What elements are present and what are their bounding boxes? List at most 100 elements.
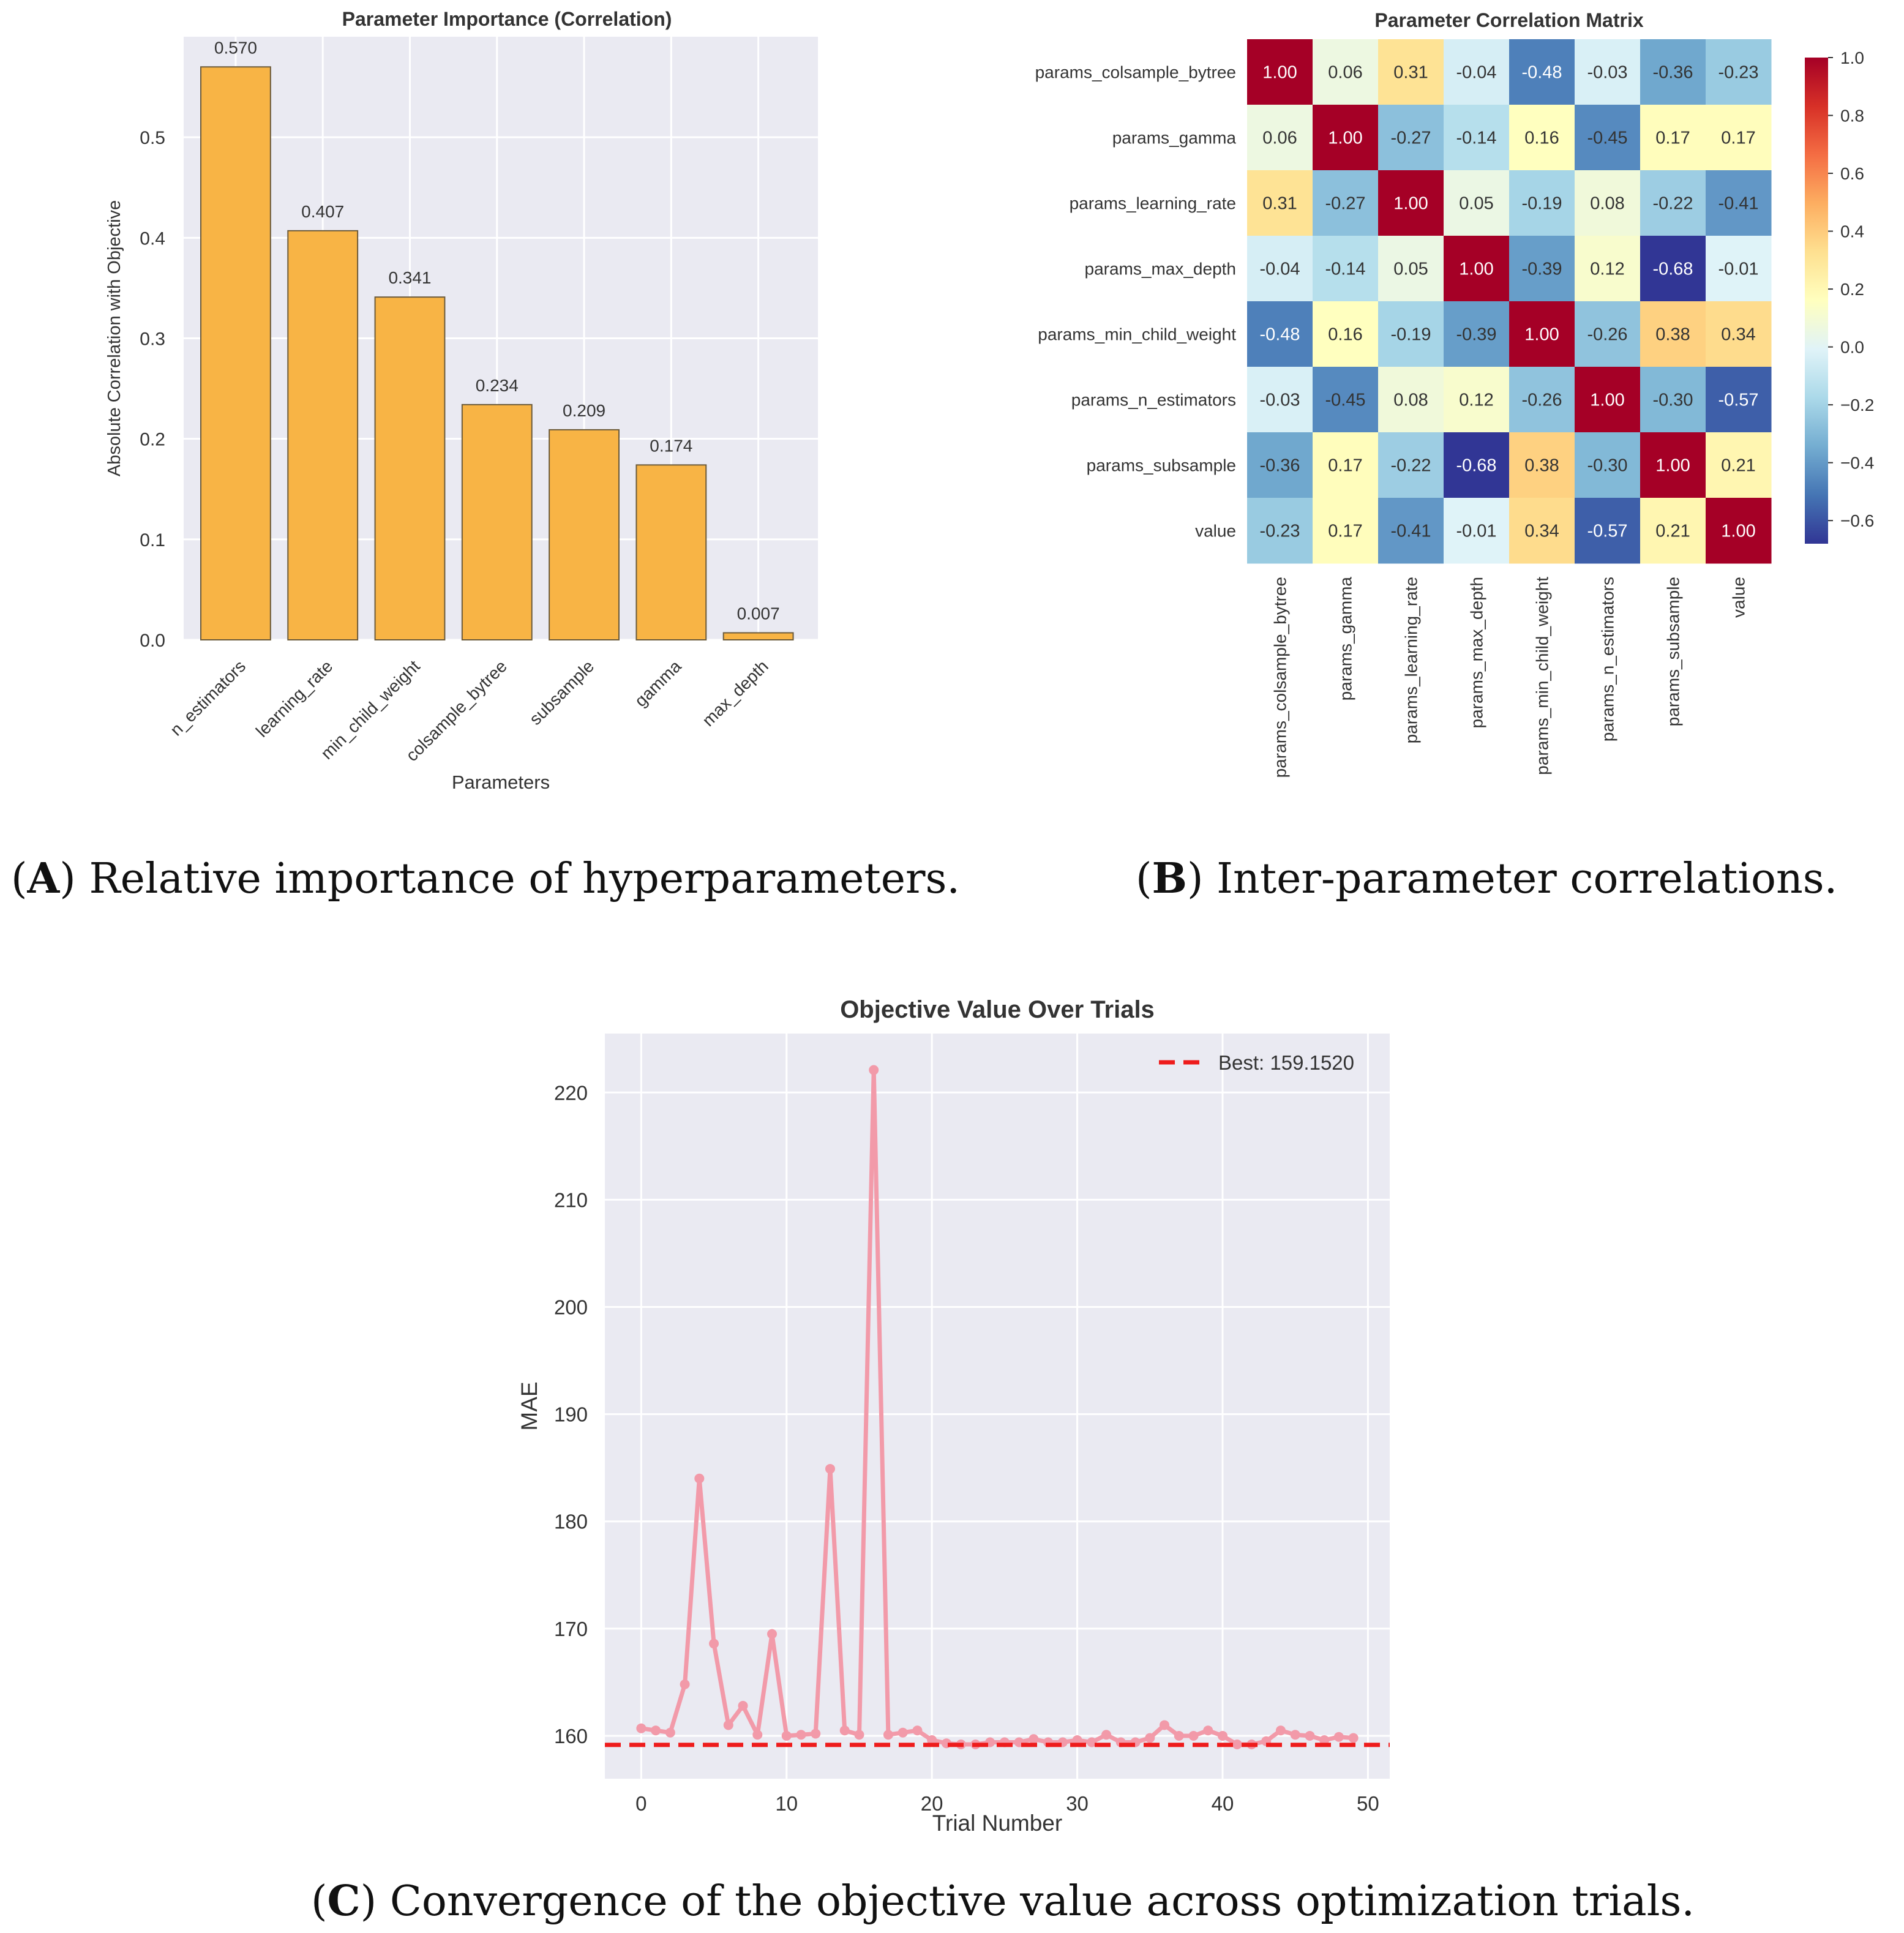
trial-point: [825, 1463, 835, 1474]
trial-point: [883, 1730, 893, 1740]
heatmap-cell: [1575, 236, 1641, 302]
trial-point: [839, 1725, 850, 1736]
column-label: value: [1730, 577, 1748, 618]
heatmap-cell-label: 0.31: [1393, 63, 1428, 83]
heatmap-cell: [1640, 498, 1706, 564]
heatmap-cell: [1313, 301, 1379, 367]
heatmap-cell-label: -0.30: [1587, 456, 1627, 476]
trial-point: [767, 1629, 778, 1639]
heatmap-cell-label: -0.26: [1587, 325, 1627, 345]
heatmap-cell-label: 1.00: [1655, 456, 1690, 476]
heatmap-cell-label: 0.05: [1393, 260, 1428, 279]
chart-title: Parameter Correlation Matrix: [1374, 9, 1643, 31]
heatmap-cell: [1509, 39, 1575, 105]
heatmap-cell-label: -0.01: [1718, 260, 1758, 279]
x-tick-label: learning_rate: [252, 656, 336, 740]
heatmap-cell-label: -0.03: [1259, 391, 1300, 410]
trial-point: [1174, 1730, 1184, 1741]
heatmap-cell-label: 0.05: [1459, 194, 1493, 214]
row-label: value: [1195, 522, 1236, 541]
y-tick-label: 0.4: [140, 228, 165, 249]
bar-gamma: [635, 464, 707, 640]
heatmap-cell: [1378, 170, 1444, 236]
heatmap-cell: [1640, 170, 1706, 236]
heatmap-cell: [1444, 301, 1510, 367]
heatmap-cell: [1575, 301, 1641, 367]
x-tick-label: 40: [1212, 1792, 1234, 1815]
x-tick-label: subsample: [526, 656, 598, 729]
bar-value-label: 0.341: [388, 268, 431, 287]
heatmap-cell: [1706, 105, 1772, 171]
heatmap-cell-label: -0.36: [1259, 456, 1300, 476]
heatmap-cell: [1575, 170, 1641, 236]
heatmap-cell: [1706, 170, 1772, 236]
trial-point: [1203, 1725, 1213, 1736]
heatmap-cell-label: -0.57: [1718, 391, 1758, 410]
colorbar-tick-label: −0.4: [1840, 454, 1874, 473]
bar-max_depth: [722, 632, 794, 640]
heatmap-cell-label: 0.12: [1459, 391, 1493, 410]
trial-point: [680, 1679, 690, 1689]
x-axis-label: Trial Number: [932, 1811, 1062, 1836]
trial-point: [1232, 1739, 1242, 1749]
caption-c: (C) Convergence of the objective value a…: [311, 1877, 1695, 1926]
heatmap-cell: [1509, 301, 1575, 367]
heatmap-cell-label: 0.34: [1721, 325, 1755, 345]
heatmap-cell: [1640, 301, 1706, 367]
caption-b: (B) Inter-parameter correlations.: [1136, 854, 1838, 903]
x-axis-label: Parameters: [452, 771, 550, 793]
heatmap-cell-label: -0.27: [1325, 194, 1365, 214]
heatmap-cell-label: -0.36: [1652, 63, 1693, 83]
heatmap-cell: [1575, 498, 1641, 564]
heatmap-cell-label: -0.22: [1390, 456, 1431, 476]
bar-colsample_bytree: [461, 403, 533, 640]
column-label: params_max_depth: [1467, 577, 1486, 728]
heatmap-cell-label: 0.34: [1524, 522, 1559, 541]
y-tick-label: 170: [554, 1618, 588, 1640]
heatmap-cell: [1444, 105, 1510, 171]
heatmap-cell: [1378, 39, 1444, 105]
heatmap-cell-label: 0.17: [1721, 129, 1755, 148]
heatmap-cell-label: -0.41: [1718, 194, 1758, 214]
column-label: params_n_estimators: [1599, 577, 1617, 741]
heatmap-cell: [1378, 432, 1444, 498]
heatmap-cell-label: 0.16: [1328, 325, 1362, 345]
heatmap-cell-label: -0.57: [1587, 522, 1627, 541]
x-tick-label: 30: [1066, 1792, 1089, 1815]
heatmap-cell: [1247, 301, 1313, 367]
y-tick-label: 0.0: [140, 631, 165, 651]
row-label: params_min_child_weight: [1038, 325, 1236, 344]
heatmap-cell-label: -0.39: [1521, 260, 1562, 279]
x-tick-label: 0: [635, 1792, 647, 1815]
heatmap-cell: [1247, 39, 1313, 105]
chart-title: Parameter Importance (Correlation): [342, 8, 672, 30]
x-tick-label: 20: [921, 1792, 943, 1815]
trial-point: [898, 1727, 908, 1738]
trial-point: [1160, 1720, 1170, 1730]
heatmap-cell-label: -0.26: [1521, 391, 1562, 410]
trial-point: [1319, 1735, 1330, 1745]
row-label: params_colsample_bytree: [1035, 63, 1236, 82]
x-tick-label: max_depth: [699, 656, 772, 730]
heatmap-cell-label: 1.00: [1590, 391, 1624, 410]
column-label: params_learning_rate: [1402, 577, 1421, 743]
heatmap-cell-label: 0.21: [1721, 456, 1755, 476]
row-label: params_n_estimators: [1071, 391, 1236, 410]
heatmap-cell: [1575, 39, 1641, 105]
heatmap-cell-label: 1.00: [1721, 522, 1755, 541]
column-label: params_subsample: [1664, 577, 1683, 726]
heatmap-cell: [1313, 236, 1379, 302]
heatmap-cell-label: -0.03: [1587, 63, 1627, 83]
row-label: params_gamma: [1112, 129, 1237, 148]
heatmap-cell-label: 0.08: [1590, 194, 1624, 214]
heatmap-cell: [1313, 432, 1379, 498]
y-tick-label: 210: [554, 1188, 588, 1211]
heatmap-cell-label: -0.41: [1390, 522, 1431, 541]
heatmap-cell: [1640, 39, 1706, 105]
heatmap-cell: [1640, 236, 1706, 302]
heatmap-cell-label: 0.06: [1328, 63, 1362, 83]
heatmap-cell: [1640, 105, 1706, 171]
heatmap-cell: [1706, 236, 1772, 302]
heatmap-cell: [1247, 236, 1313, 302]
trial-point: [1188, 1730, 1199, 1741]
